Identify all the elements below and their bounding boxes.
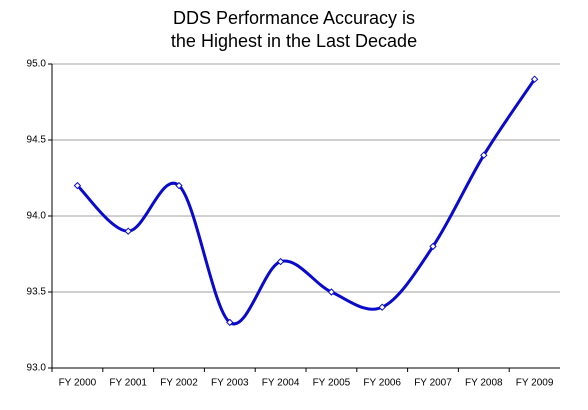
y-tick-label: 93.5 xyxy=(27,287,47,298)
data-point xyxy=(124,227,132,235)
data-point xyxy=(175,181,183,190)
x-tick-label: FY 2003 xyxy=(211,378,249,389)
chart-title: the Highest in the Last Decade xyxy=(171,31,417,51)
data-point xyxy=(73,181,82,190)
y-tick-label: 93.0 xyxy=(27,363,47,374)
data-point xyxy=(429,242,437,251)
series-line xyxy=(76,78,536,326)
x-tick-label: FY 2002 xyxy=(160,378,198,389)
x-tick-label: FY 2009 xyxy=(516,378,554,389)
data-point xyxy=(276,257,285,266)
x-tick-label: FY 2001 xyxy=(109,378,147,389)
y-tick-label: 94.5 xyxy=(27,135,47,146)
y-tick-label: 95.0 xyxy=(27,59,47,70)
x-tick-label: FY 2004 xyxy=(262,378,300,389)
x-tick-label: FY 2005 xyxy=(313,378,351,389)
chart-title: DDS Performance Accuracy is xyxy=(173,8,415,28)
data-point xyxy=(480,151,488,159)
x-tick-label: FY 2000 xyxy=(59,378,97,389)
data-point xyxy=(327,288,336,296)
x-tick-label: FY 2006 xyxy=(363,378,401,389)
data-point xyxy=(378,303,386,311)
x-tick-label: FY 2008 xyxy=(465,378,503,389)
y-tick-label: 94.0 xyxy=(27,211,47,222)
x-tick-label: FY 2007 xyxy=(414,378,452,389)
data-point xyxy=(226,318,234,327)
data-point xyxy=(530,75,539,83)
